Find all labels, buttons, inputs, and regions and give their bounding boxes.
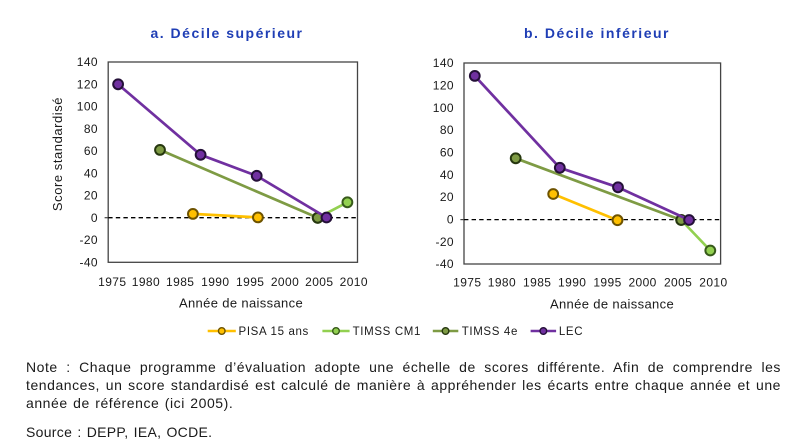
svg-text:20: 20: [440, 190, 454, 204]
svg-text:2010: 2010: [699, 276, 727, 290]
svg-text:1975: 1975: [453, 276, 481, 290]
svg-text:-40: -40: [79, 255, 98, 269]
svg-text:-40: -40: [435, 257, 454, 271]
svg-text:2000: 2000: [628, 276, 656, 290]
svg-text:LEC: LEC: [559, 326, 583, 338]
svg-text:1975: 1975: [98, 275, 126, 289]
svg-text:140: 140: [77, 55, 98, 69]
svg-text:Score standardisé: Score standardisé: [50, 97, 65, 211]
svg-text:Année de naissance: Année de naissance: [179, 296, 303, 311]
svg-text:-20: -20: [79, 233, 98, 247]
svg-text:40: 40: [84, 166, 98, 180]
svg-text:100: 100: [77, 100, 98, 114]
svg-text:2005: 2005: [305, 275, 333, 289]
svg-text:PISA 15 ans: PISA 15 ans: [239, 326, 309, 338]
svg-text:80: 80: [84, 122, 98, 136]
svg-text:100: 100: [433, 101, 454, 115]
svg-text:1990: 1990: [558, 276, 586, 290]
svg-text:TIMSS CM1: TIMSS CM1: [353, 326, 421, 338]
svg-text:2010: 2010: [340, 275, 368, 289]
svg-text:-20: -20: [435, 235, 454, 249]
svg-text:1990: 1990: [201, 275, 229, 289]
svg-text:0: 0: [447, 213, 454, 227]
svg-text:120: 120: [77, 77, 98, 91]
svg-text:60: 60: [84, 144, 98, 158]
svg-text:1980: 1980: [132, 275, 160, 289]
svg-text:20: 20: [84, 189, 98, 203]
svg-text:1985: 1985: [523, 276, 551, 290]
svg-text:1995: 1995: [236, 275, 264, 289]
svg-text:1995: 1995: [593, 276, 621, 290]
svg-text:0: 0: [91, 211, 98, 225]
svg-text:1980: 1980: [488, 276, 516, 290]
svg-text:40: 40: [440, 168, 454, 182]
svg-text:1985: 1985: [166, 275, 194, 289]
svg-text:a. Décile supérieur: a. Décile supérieur: [150, 25, 303, 41]
svg-text:140: 140: [433, 56, 454, 70]
svg-text:120: 120: [433, 79, 454, 93]
svg-text:2005: 2005: [664, 276, 692, 290]
svg-text:Année de naissance: Année de naissance: [550, 297, 674, 312]
svg-text:2000: 2000: [271, 275, 299, 289]
svg-text:TIMSS 4e: TIMSS 4e: [462, 326, 518, 338]
svg-text:80: 80: [440, 123, 454, 137]
svg-text:b. Décile inférieur: b. Décile inférieur: [524, 25, 670, 41]
svg-text:60: 60: [440, 146, 454, 160]
